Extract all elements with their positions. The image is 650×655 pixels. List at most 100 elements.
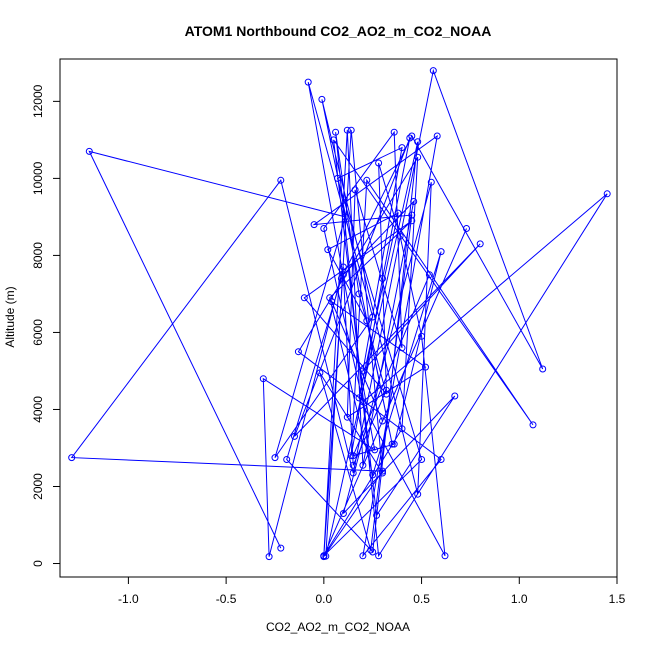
data-point xyxy=(349,461,357,469)
data-point xyxy=(382,386,390,394)
data-point xyxy=(343,126,351,134)
data-point xyxy=(433,132,441,140)
data-point xyxy=(320,552,328,560)
data-point xyxy=(371,446,379,454)
y-tick-label: 6000 xyxy=(31,319,45,346)
data-point xyxy=(283,456,291,463)
data-point xyxy=(476,240,484,248)
x-axis-label: CO2_AO2_m_CO2_NOAA xyxy=(266,620,410,634)
data-point xyxy=(359,552,367,560)
data-point xyxy=(369,548,377,556)
data-point xyxy=(451,392,459,400)
data-point xyxy=(382,390,390,398)
data-point xyxy=(349,469,357,477)
data-point xyxy=(359,367,367,375)
data-point xyxy=(398,344,406,352)
x-tick-label: 0.5 xyxy=(413,592,430,606)
data-point xyxy=(529,421,537,429)
data-point xyxy=(427,178,435,186)
y-tick-label: 10000 xyxy=(31,161,45,195)
data-point xyxy=(304,78,312,86)
data-point xyxy=(422,363,429,371)
data-point xyxy=(355,290,363,298)
x-tick-label: -0.5 xyxy=(216,592,237,606)
data-point xyxy=(414,138,422,146)
data-point xyxy=(326,294,334,302)
data-point xyxy=(334,174,341,182)
x-axis: -1.0 -0.5 0.0 0.5 1.0 1.5 xyxy=(118,576,626,606)
data-point xyxy=(388,440,396,448)
data-point xyxy=(291,432,298,440)
y-axis: 0 2000 4000 6000 8000 10000 12000 xyxy=(31,84,61,567)
chart-title: ATOM1 Northbound CO2_AO2_m_CO2_NOAA xyxy=(185,23,492,39)
data-point xyxy=(463,225,470,232)
data-point xyxy=(85,147,93,155)
data-point xyxy=(265,553,273,561)
data-point xyxy=(367,546,375,554)
data-point xyxy=(394,209,402,217)
x-tick-label: 1.0 xyxy=(511,592,528,606)
data-point xyxy=(310,221,318,229)
data-point xyxy=(337,275,345,282)
data-point xyxy=(318,95,326,103)
data-point xyxy=(408,217,416,225)
data-series xyxy=(68,67,611,561)
y-axis-label: Altitude (m) xyxy=(3,286,17,347)
y-tick-label: 12000 xyxy=(31,84,45,118)
data-point xyxy=(347,452,355,460)
y-tick-label: 2000 xyxy=(31,473,45,500)
data-point xyxy=(363,317,371,325)
data-point xyxy=(363,176,371,184)
data-point xyxy=(418,456,426,463)
data-point xyxy=(271,454,279,462)
data-point xyxy=(300,294,308,302)
data-point xyxy=(294,348,302,356)
data-point xyxy=(351,186,359,194)
data-point xyxy=(68,454,76,462)
data-point xyxy=(349,452,357,460)
data-point xyxy=(359,398,367,406)
data-point xyxy=(414,490,422,498)
data-point xyxy=(375,552,383,560)
data-point xyxy=(355,394,363,402)
data-point xyxy=(390,440,398,448)
data-point xyxy=(359,461,367,469)
data-point xyxy=(375,159,383,167)
data-point xyxy=(332,128,340,136)
data-point xyxy=(418,332,426,340)
data-point xyxy=(339,271,347,279)
x-tick-label: 0.0 xyxy=(315,592,332,606)
x-tick-label: -1.0 xyxy=(118,592,139,606)
data-point xyxy=(398,144,406,152)
y-tick-label: 0 xyxy=(31,560,45,567)
data-point xyxy=(406,134,414,142)
data-point xyxy=(277,544,285,552)
data-point xyxy=(379,469,386,477)
data-point xyxy=(414,153,422,161)
data-point xyxy=(539,365,547,373)
data-point xyxy=(341,213,349,221)
data-point xyxy=(324,246,332,254)
data-point xyxy=(339,510,347,517)
data-point xyxy=(347,126,355,134)
x-tick-label: 1.5 xyxy=(609,592,626,606)
data-point xyxy=(396,232,404,240)
data-point xyxy=(369,313,377,321)
y-tick-label: 8000 xyxy=(31,242,45,269)
data-point xyxy=(441,552,449,560)
data-point xyxy=(603,190,611,198)
data-point xyxy=(410,198,418,205)
y-tick-label: 4000 xyxy=(31,396,45,423)
data-point xyxy=(259,375,267,383)
data-point xyxy=(316,369,324,377)
data-point xyxy=(379,467,386,475)
data-point xyxy=(369,471,377,479)
data-point xyxy=(408,132,416,140)
data-point xyxy=(425,271,433,279)
data-point xyxy=(330,136,338,144)
data-point xyxy=(398,425,406,433)
data-point xyxy=(429,67,437,75)
data-point xyxy=(373,511,381,519)
